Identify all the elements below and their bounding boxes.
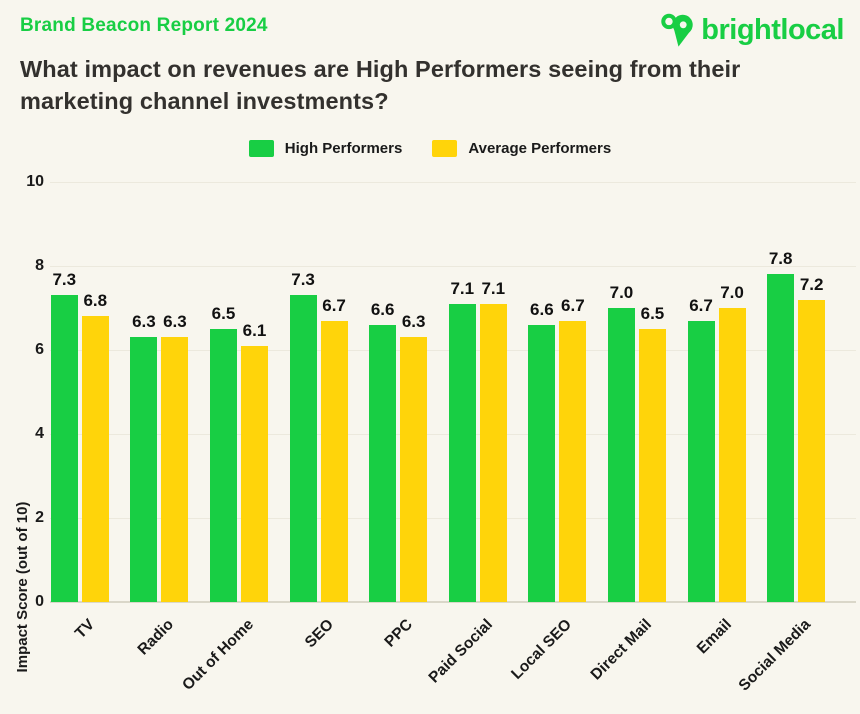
bar-value-label: 6.5	[211, 304, 236, 323]
x-axis-line	[50, 601, 856, 603]
bar-group-tv: 7.3 6.8	[40, 182, 120, 602]
bar-value-label: 7.2	[799, 274, 824, 294]
y-tick-label: 4	[35, 425, 44, 442]
x-axis-label: PPC	[381, 616, 417, 651]
bar-average-performers: 7.0	[718, 283, 746, 602]
legend-item-high-performers: High Performers	[248, 140, 403, 157]
bar-group-direct-mail: 7.0 6.5	[597, 182, 677, 602]
bar-value-label: 7.3	[52, 270, 77, 290]
legend-swatch	[432, 140, 458, 157]
bar-value-label: 6.6	[530, 299, 554, 319]
bar-group-radio: 6.3 6.3	[120, 182, 200, 602]
bar-value-label: 6.8	[83, 291, 108, 311]
bar-value-label: 6.6	[370, 299, 395, 319]
legend-label: Average Performers	[468, 140, 612, 157]
bar-average-performers: 7.1	[479, 279, 507, 602]
legend-swatch	[248, 140, 274, 157]
bar-value-label: 6.3	[401, 312, 426, 332]
bar-high-performers: 7.0	[607, 283, 635, 602]
x-axis-label: Paid Social	[425, 616, 496, 687]
bar-value-label: 6.7	[322, 295, 346, 315]
bar-high-performers: 7.1	[448, 279, 476, 602]
bars-container: 7.3 6.8 6.3 6.3 6.5 6.1 7.3 6.7 6.6 6.3 7.1 7.1 6.6 6…	[40, 182, 836, 602]
bar-average-performers: 6.7	[320, 296, 348, 602]
bar-group-ppc: 6.6 6.3	[358, 182, 438, 602]
bar-value-label: 7.3	[291, 270, 315, 290]
report-name: Brand Beacon Report 2024	[20, 15, 268, 36]
x-axis-label: Email	[693, 616, 735, 658]
legend-label: High Performers	[284, 140, 403, 157]
bar-group-social-media: 7.8 7.2	[756, 182, 836, 602]
bar-value-label: 6.5	[640, 304, 665, 323]
bar-high-performers: 6.5	[209, 304, 237, 602]
gridline	[50, 182, 856, 183]
bar-high-performers: 6.3	[130, 312, 158, 602]
bar-high-performers: 6.6	[528, 300, 556, 602]
x-axis-label: Direct Mail	[587, 616, 656, 684]
bar-value-label: 6.3	[132, 312, 156, 332]
bar-average-performers: 6.3	[400, 312, 428, 602]
y-axis-title: Impact Score (out of 10)	[14, 501, 31, 673]
x-axis-label: Radio	[134, 616, 178, 659]
bar-value-label: 7.0	[720, 283, 744, 302]
bar-average-performers: 7.2	[798, 275, 826, 602]
bar-group-email: 6.7 7.0	[677, 182, 757, 602]
bar-value-label: 6.7	[689, 295, 713, 315]
gridline	[50, 266, 856, 267]
x-axis-labels: TV Radio Out of Home SEO PPC Paid Social Local…	[40, 608, 836, 714]
y-tick-label: 0	[35, 593, 44, 610]
brightlocal-logo: brightlocal	[659, 10, 844, 50]
x-axis-label: SEO	[301, 616, 337, 652]
chart-question-title: What impact on revenues are High Perform…	[20, 56, 741, 114]
bar-value-label: 6.7	[561, 295, 585, 315]
bar-group-out-of-home: 6.5 6.1	[199, 182, 279, 602]
bar-high-performers: 6.6	[369, 300, 397, 602]
bar-high-performers: 7.8	[767, 249, 795, 602]
x-axis-label: TV	[71, 616, 98, 643]
x-axis-label: Social Media	[735, 616, 815, 695]
logo-wordmark: brightlocal	[701, 13, 844, 46]
bar-value-label: 6.3	[163, 312, 187, 332]
bar-value-label: 7.0	[609, 283, 634, 302]
bar-high-performers: 6.7	[687, 296, 715, 602]
y-tick-label: 6	[35, 341, 44, 358]
y-tick-label: 2	[35, 509, 44, 526]
bar-value-label: 7.1	[481, 278, 506, 298]
x-axis-label: Local SEO	[508, 616, 576, 683]
legend-item-average-performers: Average Performers	[432, 140, 611, 157]
bar-chart: Impact Score (out of 10) 0 2 4 6 8 10 7.3 6.8 6…	[0, 173, 860, 714]
bar-value-label: 7.1	[450, 278, 475, 298]
bar-average-performers: 6.5	[638, 304, 666, 602]
bar-high-performers: 7.3	[289, 270, 317, 602]
heart-pin-icon	[661, 13, 693, 47]
y-tick-label: 10	[26, 173, 44, 190]
bar-value-label: 7.8	[768, 249, 793, 269]
y-tick-label: 8	[35, 257, 44, 274]
bar-average-performers: 6.7	[559, 296, 587, 602]
bar-average-performers: 6.3	[161, 312, 189, 602]
bar-high-performers: 7.3	[50, 270, 78, 602]
bar-group-seo: 7.3 6.7	[279, 182, 359, 602]
bar-average-performers: 6.1	[240, 321, 268, 602]
chart-legend: High Performers Average Performers	[0, 140, 860, 157]
bar-group-local-seo: 6.6 6.7	[518, 182, 598, 602]
bar-group-paid-social: 7.1 7.1	[438, 182, 518, 602]
x-axis-label: Out of Home	[179, 616, 258, 694]
bar-value-label: 6.1	[242, 320, 267, 340]
bar-average-performers: 6.8	[81, 291, 109, 602]
